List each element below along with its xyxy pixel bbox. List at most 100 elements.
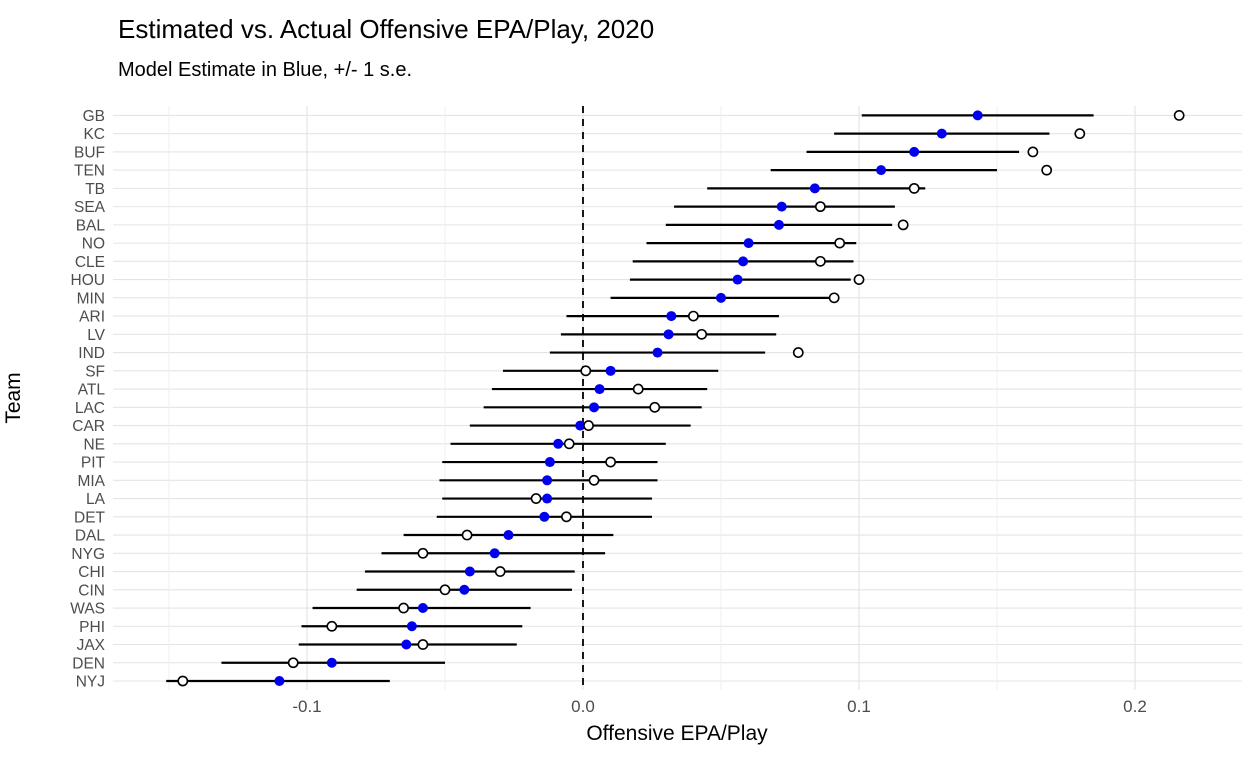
- estimate-point: [542, 493, 553, 504]
- estimate-point: [652, 347, 663, 358]
- team-axis-label: CIN: [78, 582, 105, 599]
- team-axis-label: SF: [85, 363, 105, 380]
- actual-point: [439, 584, 451, 596]
- team-axis-label: TB: [85, 181, 105, 198]
- team-axis-label: ARI: [79, 309, 105, 326]
- actual-point: [834, 237, 846, 249]
- estimate-point: [876, 165, 887, 176]
- team-axis-label: JAX: [77, 637, 106, 654]
- estimate-point: [575, 420, 586, 431]
- team-axis-label: TEN: [74, 163, 105, 180]
- team-axis-label: BAL: [76, 217, 106, 234]
- team-axis-label: CAR: [72, 418, 105, 435]
- estimate-point: [732, 274, 743, 285]
- actual-point: [326, 620, 338, 632]
- team-axis-label: MIA: [77, 473, 105, 490]
- team-axis-label: DET: [74, 509, 106, 526]
- team-axis-label: HOU: [71, 272, 105, 289]
- actual-point: [1074, 128, 1086, 140]
- team-axis-label: CHI: [78, 564, 105, 581]
- actual-point: [580, 365, 592, 377]
- actual-point: [1041, 164, 1053, 176]
- team-axis-label: CLE: [75, 254, 105, 271]
- estimate-point: [417, 603, 428, 614]
- estimate-point: [663, 329, 674, 340]
- team-axis-label: BUF: [74, 144, 105, 161]
- actual-point: [649, 401, 661, 413]
- estimate-point: [406, 621, 417, 632]
- actual-point: [1027, 146, 1039, 158]
- team-axis-label: LV: [87, 327, 105, 344]
- actual-point: [696, 328, 708, 340]
- actual-point: [897, 219, 909, 231]
- actual-point: [461, 529, 473, 541]
- team-axis-label: NYJ: [76, 673, 105, 690]
- estimate-point: [326, 657, 337, 668]
- estimate-point: [809, 183, 820, 194]
- team-axis-label: ATL: [78, 382, 106, 399]
- chart-title: Estimated vs. Actual Offensive EPA/Play,…: [118, 14, 655, 44]
- estimate-point: [776, 201, 787, 212]
- estimate-point: [666, 311, 677, 322]
- team-axis-label: MIN: [77, 290, 105, 307]
- actual-point: [177, 675, 189, 687]
- x-tick-label: 0.1: [847, 697, 871, 716]
- actual-point: [530, 493, 542, 504]
- team-axis-label: DEN: [72, 655, 105, 672]
- actual-point: [632, 383, 644, 395]
- actual-point: [583, 420, 594, 431]
- actual-point: [398, 602, 409, 614]
- estimate-point: [972, 110, 983, 121]
- estimate-point: [544, 457, 555, 468]
- chart-subtitle: Model Estimate in Blue, +/- 1 s.e.: [118, 59, 413, 81]
- estimate-point: [401, 639, 412, 650]
- actual-point: [588, 474, 600, 486]
- team-axis-label: PIT: [81, 455, 106, 472]
- actual-point: [563, 438, 575, 450]
- estimate-point: [274, 675, 285, 686]
- estimate-point: [773, 219, 784, 230]
- actual-point: [1173, 110, 1185, 121]
- team-axis-label: NO: [82, 236, 105, 253]
- actual-point: [561, 511, 572, 523]
- team-axis-label: KC: [83, 126, 105, 143]
- estimate-point: [459, 584, 470, 595]
- x-tick-label: 0.0: [571, 697, 595, 716]
- team-axis-label: IND: [78, 345, 105, 362]
- actual-point: [828, 292, 840, 304]
- estimate-point: [594, 384, 605, 395]
- actual-point: [605, 456, 616, 468]
- actual-point: [494, 566, 506, 577]
- actual-point: [417, 547, 429, 559]
- team-axis-label: LAC: [75, 400, 105, 417]
- estimate-point: [553, 438, 564, 449]
- x-axis-title: Offensive EPA/Play: [586, 722, 768, 745]
- team-axis-label: SEA: [74, 199, 106, 216]
- actual-point: [814, 201, 826, 213]
- estimate-point: [743, 238, 754, 249]
- actual-point: [908, 182, 920, 194]
- estimate-point: [589, 402, 600, 413]
- team-axis-label: PHI: [79, 619, 105, 636]
- estimate-point: [503, 530, 514, 541]
- actual-point: [814, 255, 826, 267]
- actual-point: [853, 274, 865, 286]
- estimate-point: [909, 146, 920, 157]
- x-tick-label: 0.2: [1123, 697, 1147, 716]
- estimate-point: [542, 475, 553, 486]
- estimate-point: [716, 292, 726, 303]
- actual-point: [287, 657, 299, 669]
- estimate-point: [738, 256, 749, 267]
- estimate-point: [936, 128, 947, 139]
- team-axis-label: NE: [83, 436, 105, 453]
- team-axis-label: WAS: [70, 601, 105, 618]
- estimate-point: [489, 548, 500, 559]
- actual-point: [792, 347, 804, 358]
- estimate-point: [464, 566, 475, 577]
- estimate-point: [605, 365, 616, 376]
- team-axis-label: LA: [86, 491, 106, 508]
- estimate-point: [539, 511, 550, 522]
- team-axis-label: GB: [83, 108, 105, 125]
- x-tick-label: -0.1: [292, 697, 321, 716]
